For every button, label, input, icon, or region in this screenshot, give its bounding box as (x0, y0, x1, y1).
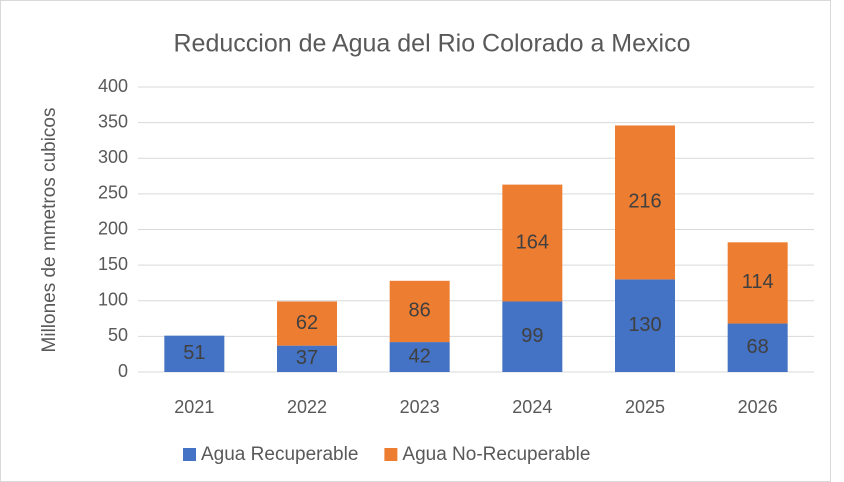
y-tick-label: 0 (118, 361, 128, 381)
x-tick-label: 2022 (287, 397, 327, 417)
bar-segment (502, 184, 563, 302)
data-label: 42 (409, 345, 431, 367)
bar-segment (615, 279, 675, 372)
y-tick-label: 250 (98, 183, 128, 203)
data-label: 114 (742, 271, 774, 293)
y-axis-label: Millones de mmetros cubicos (39, 108, 60, 353)
data-label: 68 (747, 336, 769, 358)
bar-segment (615, 125, 675, 280)
legend-label: Agua No-Recuperable (402, 444, 590, 465)
y-tick-label: 200 (98, 218, 128, 238)
y-tick-label: 350 (98, 111, 128, 131)
bar-segment (727, 323, 788, 372)
y-tick-label: 150 (98, 254, 128, 274)
legend-swatch (384, 448, 398, 461)
bar-segment (164, 335, 225, 372)
bar-segment (389, 280, 450, 343)
chart-title: Reduccion de Agua del Rio Colorado a Mex… (174, 30, 691, 58)
y-tick-label: 50 (108, 325, 128, 345)
data-label: 51 (183, 342, 205, 364)
bar-segment (389, 342, 450, 372)
legend-label: Agua Recuperable (201, 444, 358, 465)
x-tick-label: 2023 (400, 397, 440, 417)
data-label: 130 (628, 314, 661, 336)
data-label: 164 (516, 231, 549, 253)
bar-segment (502, 301, 563, 372)
data-label: 37 (296, 347, 318, 369)
data-label: 216 (628, 191, 661, 213)
y-tick-label: 100 (98, 290, 128, 310)
data-label: 62 (296, 312, 318, 334)
x-tick-label: 2026 (738, 397, 778, 417)
x-tick-label: 2021 (174, 397, 214, 417)
data-label: 99 (521, 325, 543, 347)
x-tick-label: 2024 (512, 397, 552, 417)
y-tick-label: 300 (98, 147, 128, 167)
y-tick-label: 400 (98, 76, 128, 96)
data-label: 86 (409, 300, 431, 322)
bar-segment (277, 345, 337, 372)
x-tick-label: 2025 (625, 397, 665, 417)
legend-swatch (183, 448, 196, 461)
bar-segment (277, 301, 337, 346)
bar-segment (727, 242, 788, 324)
